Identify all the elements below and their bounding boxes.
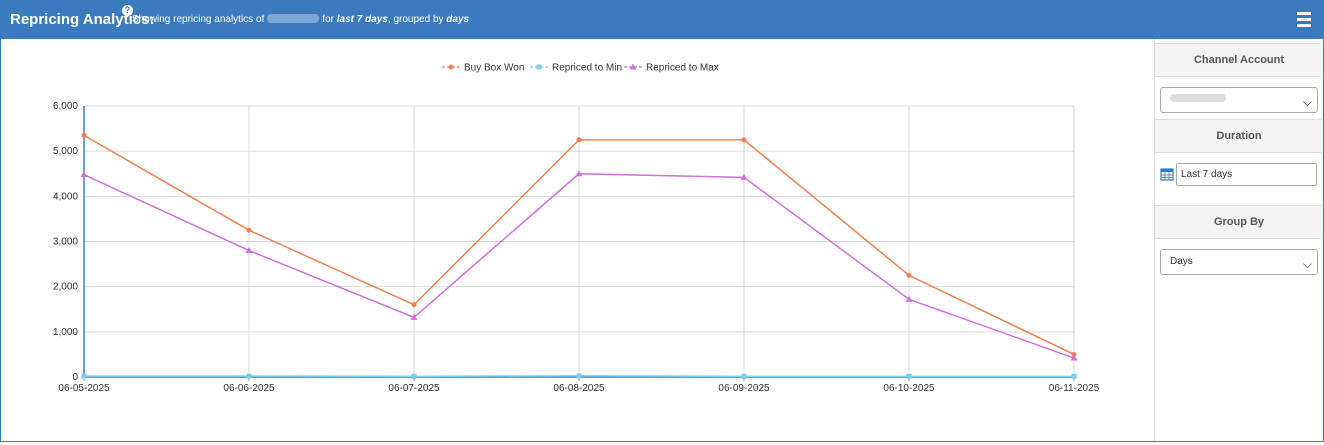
y-tick-label: 4,000: [53, 191, 78, 202]
data-point: [907, 273, 912, 278]
data-point: [247, 228, 252, 233]
page-header: Repricing Analytics: ? Showing repricing…: [1, 1, 1323, 39]
chevron-down-icon: ⌵: [1303, 252, 1312, 276]
chart-legend: Buy Box Won Repriced to Min Repriced to Ma…: [442, 63, 719, 74]
subtitle-group: days: [446, 14, 469, 25]
data-point: [412, 302, 417, 307]
y-tick-label: 6,000: [53, 101, 78, 112]
subtitle-grouped: , grouped by: [388, 14, 444, 25]
legend-label: Repriced to Min: [552, 63, 622, 74]
data-point: [742, 374, 747, 379]
subtitle-duration: last 7 days: [337, 14, 388, 25]
data-point: [907, 374, 912, 379]
data-point: [81, 171, 88, 177]
calendar-icon[interactable]: [1160, 167, 1174, 181]
channel-account-select[interactable]: ⌵: [1160, 87, 1318, 113]
group-by-select[interactable]: Days ⌵: [1160, 249, 1318, 275]
series-repriced-to-min: [82, 373, 1077, 378]
x-tick-label: 06-09-2025: [718, 383, 770, 394]
legend-marker: [449, 65, 454, 70]
legend-label: Repriced to Max: [646, 63, 719, 74]
subtitle-prefix: Showing repricing analytics of: [132, 14, 264, 25]
chart-container: 0 1,000 2,000 3,000 4,000 5,000 6,000 06-05-202…: [2, 39, 1154, 441]
chevron-down-icon: ⌵: [1303, 90, 1312, 114]
group-by-header: Group By: [1155, 205, 1323, 239]
x-tick-label: 06-08-2025: [553, 383, 605, 394]
group-by-value: Days: [1170, 256, 1193, 267]
legend-marker: [537, 65, 542, 70]
x-tick-label: 06-07-2025: [388, 383, 440, 394]
duration-header: Duration: [1155, 119, 1323, 153]
y-tick-label: 5,000: [53, 146, 78, 157]
data-point: [82, 374, 87, 379]
y-tick-label: 0: [72, 372, 78, 383]
data-point: [577, 373, 582, 378]
data-point: [1072, 374, 1077, 379]
subtitle-for: for: [322, 14, 334, 25]
y-tick-label: 2,000: [53, 282, 78, 293]
data-point: [247, 374, 252, 379]
x-tick-label: 06-05-2025: [58, 383, 110, 394]
redacted-account-name: [267, 14, 319, 23]
data-point: [577, 137, 582, 142]
page-subtitle: Showing repricing analytics of for last 7…: [132, 14, 469, 25]
filter-sidebar: Channel Account ⌵ Duration Last 7 days G…: [1154, 39, 1323, 441]
data-point: [82, 133, 87, 138]
channel-account-header: Channel Account: [1155, 43, 1323, 77]
data-point: [742, 137, 747, 142]
y-tick-label: 3,000: [53, 237, 78, 248]
duration-input[interactable]: Last 7 days: [1176, 163, 1317, 186]
x-tick-label: 06-06-2025: [223, 383, 275, 394]
data-point: [412, 374, 417, 379]
repricing-line-chart: 0 1,000 2,000 3,000 4,000 5,000 6,000 06-05-202…: [2, 39, 1154, 441]
hamburger-menu-icon[interactable]: [1297, 12, 1311, 30]
x-tick-label: 06-10-2025: [883, 383, 935, 394]
x-tick-label: 06-11-2025: [1049, 383, 1100, 394]
redacted-channel-account: [1170, 94, 1226, 102]
y-tick-label: 1,000: [53, 327, 78, 338]
legend-label: Buy Box Won: [464, 63, 524, 74]
